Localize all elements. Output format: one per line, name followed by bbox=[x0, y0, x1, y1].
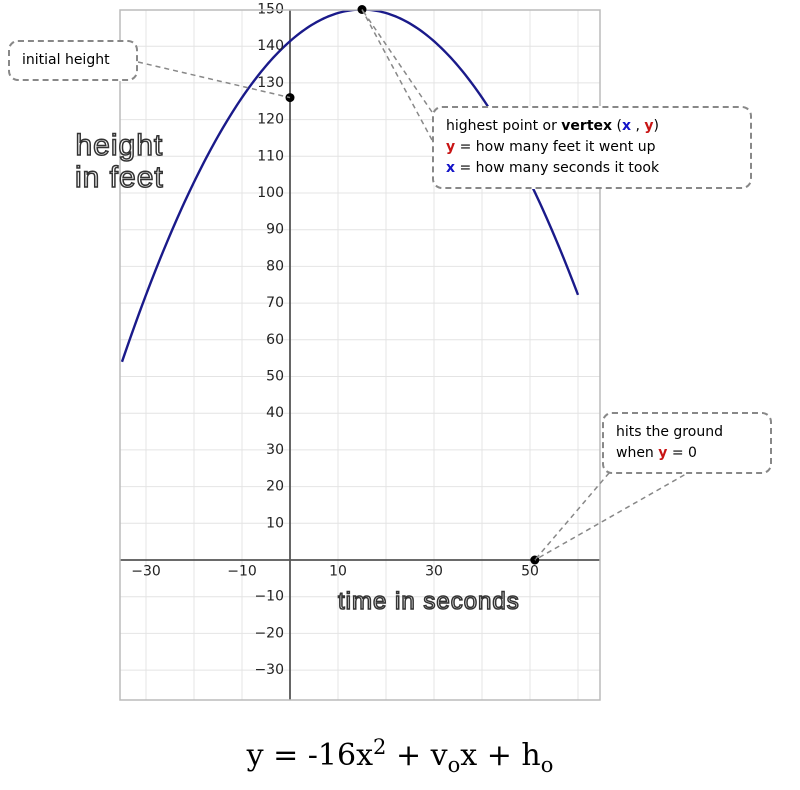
svg-text:40: 40 bbox=[266, 405, 284, 421]
svg-text:70: 70 bbox=[266, 295, 284, 311]
svg-text:20: 20 bbox=[266, 479, 284, 495]
callout-vertex: highest point or vertex (x , y)y = how m… bbox=[432, 106, 752, 189]
svg-text:−20: −20 bbox=[254, 625, 284, 641]
svg-text:−10: −10 bbox=[227, 564, 257, 580]
x-axis-label: time in seconds bbox=[338, 588, 520, 616]
svg-text:10: 10 bbox=[266, 515, 284, 531]
svg-text:30: 30 bbox=[266, 442, 284, 458]
equation-text: y = -16x2 + vox + ho bbox=[0, 735, 800, 777]
svg-text:80: 80 bbox=[266, 258, 284, 274]
svg-text:10: 10 bbox=[329, 564, 347, 580]
svg-text:140: 140 bbox=[257, 38, 284, 54]
svg-text:130: 130 bbox=[257, 75, 284, 91]
svg-text:60: 60 bbox=[266, 332, 284, 348]
svg-text:110: 110 bbox=[257, 148, 284, 164]
svg-text:50: 50 bbox=[266, 369, 284, 385]
y-axis-label: heightin feet bbox=[75, 130, 164, 193]
svg-text:−30: −30 bbox=[254, 662, 284, 678]
svg-text:−30: −30 bbox=[131, 564, 161, 580]
svg-text:30: 30 bbox=[425, 564, 443, 580]
callout-hits-ground: hits the groundwhen y = 0 bbox=[602, 412, 772, 474]
svg-text:50: 50 bbox=[521, 564, 539, 580]
svg-text:120: 120 bbox=[257, 112, 284, 128]
svg-text:100: 100 bbox=[257, 185, 284, 201]
svg-text:−10: −10 bbox=[254, 589, 284, 605]
svg-text:90: 90 bbox=[266, 222, 284, 238]
callout-initial-height: initial height bbox=[8, 40, 138, 81]
